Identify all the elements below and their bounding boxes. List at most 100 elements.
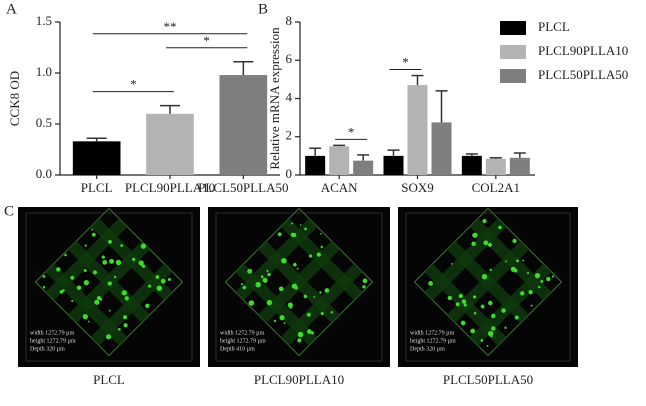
cell <box>148 284 152 288</box>
legend-label: PLCL90PLLA10 <box>538 43 628 58</box>
cell <box>482 218 487 224</box>
cell <box>160 278 166 284</box>
scaffold <box>34 207 184 357</box>
cell <box>101 255 105 259</box>
cell <box>319 291 322 294</box>
cell <box>91 232 96 237</box>
image-caption: PLCL <box>93 372 125 387</box>
cell <box>473 295 477 299</box>
bar <box>383 155 404 175</box>
bar <box>461 155 482 175</box>
legend-label: PLCL <box>538 19 570 34</box>
cell <box>109 258 115 264</box>
cell <box>471 241 476 246</box>
cell <box>102 259 108 265</box>
image-info: height 1272.79 µm <box>410 338 456 344</box>
cell <box>320 312 324 316</box>
cell <box>513 268 518 273</box>
cell <box>108 239 112 244</box>
cell <box>83 279 90 286</box>
cell <box>505 260 507 263</box>
legend-label: PLCL50PLLA50 <box>538 67 628 82</box>
bar <box>305 155 326 175</box>
x-tick-label: ACAN <box>321 180 358 195</box>
cell <box>42 285 46 289</box>
cell <box>538 285 541 289</box>
cell <box>316 252 321 257</box>
cell <box>124 296 129 301</box>
panel-label: A <box>6 1 17 17</box>
cell <box>115 259 122 266</box>
cell <box>490 334 493 338</box>
cell <box>362 285 366 289</box>
bar <box>431 122 452 175</box>
cell <box>76 285 82 291</box>
cell <box>155 275 160 279</box>
cell <box>113 275 117 279</box>
cell <box>306 312 311 317</box>
fiber <box>469 263 552 346</box>
cell <box>120 244 124 247</box>
cell <box>240 283 243 286</box>
cell <box>501 308 506 313</box>
y-tick-label: 2 <box>286 128 293 143</box>
cell <box>540 280 544 283</box>
cell <box>42 275 46 278</box>
cell <box>281 257 287 264</box>
cell <box>498 225 502 230</box>
fiber <box>280 263 363 346</box>
cell <box>59 290 64 294</box>
bar <box>353 160 374 175</box>
significance-label: * <box>203 33 210 48</box>
cell <box>123 323 128 328</box>
cell <box>291 222 293 225</box>
cell <box>551 275 555 278</box>
y-axis-title: CCK8 OD <box>7 71 22 126</box>
cell <box>279 315 285 321</box>
cell <box>488 300 493 306</box>
cell <box>296 267 299 270</box>
significance-label: * <box>130 77 137 92</box>
bar <box>407 85 428 175</box>
cell <box>470 328 476 334</box>
scaffold-outline <box>224 207 374 357</box>
cell <box>534 272 541 279</box>
cell <box>504 326 507 329</box>
cell <box>299 224 302 226</box>
cell <box>320 245 324 249</box>
cell <box>108 309 111 312</box>
cell <box>307 329 312 334</box>
image-caption: PLCL50PLLA50 <box>443 372 533 387</box>
image-info: width 1272.79 µm <box>410 330 455 336</box>
cell <box>461 299 467 304</box>
cell <box>56 267 61 272</box>
cell <box>463 303 467 307</box>
cell <box>94 299 100 305</box>
image-info: height 1272.79 µm <box>220 338 266 344</box>
image-info: Depth 410 µm <box>220 346 255 352</box>
cell <box>107 281 112 286</box>
cell <box>106 334 112 340</box>
box-outline <box>405 212 571 362</box>
cell <box>451 263 453 265</box>
cell <box>87 320 90 323</box>
cell <box>481 273 488 280</box>
cell <box>428 280 434 286</box>
image-info: Depth 320 µm <box>30 346 65 352</box>
cell <box>156 285 163 291</box>
cell <box>480 304 485 309</box>
cell <box>141 264 146 268</box>
bar <box>509 157 530 175</box>
legend-swatch <box>500 21 526 35</box>
y-tick-label: 1.0 <box>36 64 52 79</box>
cell <box>487 242 493 247</box>
cell <box>293 262 297 267</box>
scaffold <box>224 207 374 357</box>
cell <box>491 313 496 319</box>
legend-swatch <box>500 45 526 59</box>
image-caption: PLCL90PLLA10 <box>254 372 344 387</box>
cell <box>267 272 271 277</box>
cell <box>145 303 150 308</box>
cell <box>514 315 519 320</box>
cell <box>297 331 304 338</box>
